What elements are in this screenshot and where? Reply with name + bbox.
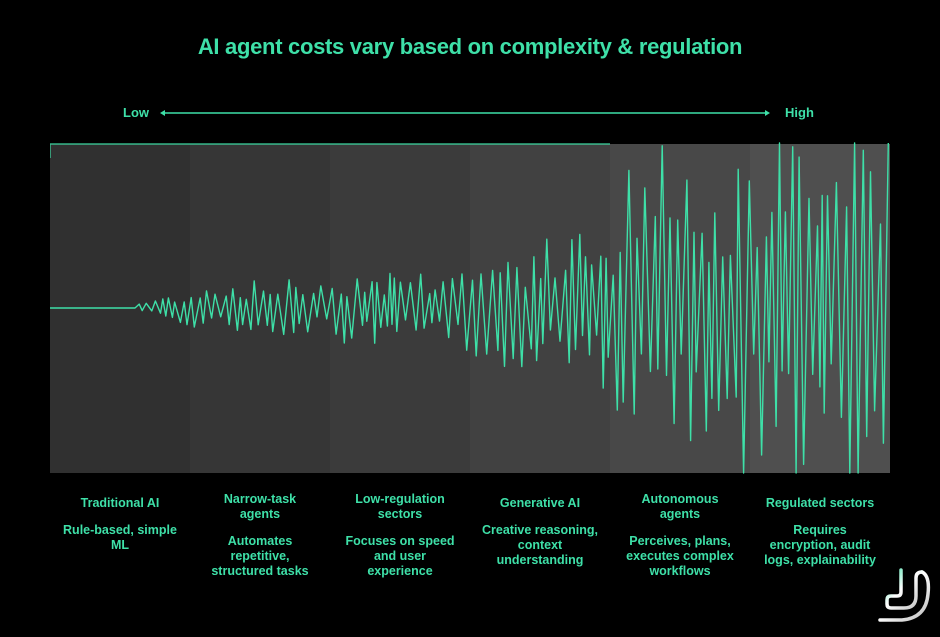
stage-autonomous-agents: Autonomous agents Perceives, plans, exec… (610, 492, 750, 579)
stage-description: Requires encryption, audit logs, explain… (764, 523, 876, 567)
stage-description: Automates repetitive, structured tasks (211, 534, 309, 578)
stage-description: Perceives, plans, executes complex workf… (626, 534, 734, 578)
stage-title: Regulated sectors (765, 496, 875, 510)
scale-low-label: Low (123, 105, 149, 120)
band-generative-ai (470, 144, 610, 473)
scale-high-label: High (785, 105, 814, 120)
waveform-line (50, 142, 889, 474)
stage-generative-ai: Generative AI Creative reasoning, contex… (470, 496, 610, 568)
stage-title: Narrow-task agents (223, 492, 297, 521)
waveform-signal (50, 142, 889, 474)
top-border-line (50, 143, 610, 158)
band-low-regulation-sectors (330, 144, 470, 473)
stage-labels: Traditional AI Rule-based, simple ML Nar… (50, 492, 890, 602)
stage-description: Rule-based, simple ML (63, 523, 177, 552)
stage-traditional-ai: Traditional AI Rule-based, simple ML (50, 496, 190, 553)
stage-description: Creative reasoning, context understandin… (481, 523, 598, 567)
stage-title: Low-regulation sectors (355, 492, 445, 521)
stage-low-regulation-sectors: Low-regulation sectors Focuses on speed … (330, 492, 470, 579)
stage-title: Generative AI (499, 496, 581, 510)
stage-regulated-sectors: Regulated sectors Requires encryption, a… (750, 496, 890, 568)
stage-description: Focuses on speed and user experience (345, 534, 455, 578)
stage-narrow-task-agents: Narrow-task agents Automates repetitive,… (190, 492, 330, 579)
brand-logo-icon (878, 568, 931, 622)
stage-title: Traditional AI (80, 496, 160, 510)
double-headed-arrow-icon (160, 110, 770, 116)
chart-title: AI agent costs vary based on complexity … (197, 34, 743, 59)
stage-title: Autonomous agents (641, 492, 719, 521)
